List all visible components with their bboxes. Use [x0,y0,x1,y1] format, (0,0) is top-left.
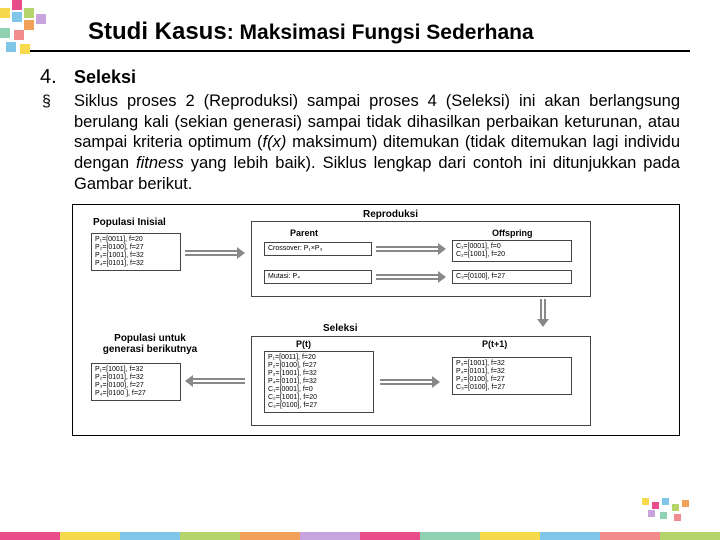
box-crossover: Crossover: P₁×P₃ [264,242,372,256]
deco-bottom-bar [0,532,720,540]
box-pt: P₁=[0011], f=20 P₂=[0100], f=27 P₃=[1001… [264,351,374,413]
title-main: Studi Kasus [88,18,227,45]
row: P₁=[0011], f=20 [95,236,177,244]
row: C₂=[1001], f=20 [456,251,568,259]
row: P₁=[0011], f=20 [268,354,370,362]
label-parent: Parent [290,228,318,238]
row: P₃=[1001], f=32 [268,370,370,378]
label-pop-inisial: Populasi Inisial [93,217,166,228]
box-pop-inisial: P₁=[0011], f=20 P₂=[0100], f=27 P₃=[1001… [91,233,181,271]
title-sub: : Maksimasi Fungsi Sederhana [227,21,534,44]
label-seleksi: Seleksi [323,323,357,334]
item-heading: Seleksi [74,64,136,88]
bullet-symbol: § [40,91,74,111]
label-pop-next: Populasi untuk generasi berikutnya [95,333,205,355]
box-offspring-a: C₁=[0001], f=0 C₂=[1001], f=20 [452,240,572,262]
box-reproduksi: Parent Crossover: P₁×P₃ Mutasi: P₄ Offsp… [251,221,591,297]
box-seleksi: P(t) P₁=[0011], f=20 P₂=[0100], f=27 P₃=… [251,336,591,426]
row: P₂=[0101], f=32 [95,374,177,382]
row: P₃=[1001], f=32 [456,360,568,368]
box-pop-next: P₁=[1001], f=32 P₂=[0101], f=32 P₃=[0100… [91,363,181,401]
diagram: Populasi Inisial P₁=[0011], f=20 P₂=[010… [72,204,680,436]
row: C₁=[0001], f=0 [268,386,370,394]
row: P₃=[1001], f=32 [95,252,177,260]
row: P₂=[0100], f=27 [456,376,568,384]
row: P₁=[1001], f=32 [95,366,177,374]
row: C₂=[1001], f=20 [268,394,370,402]
label-pt: P(t) [296,339,311,349]
row: C₁=[0001], f=0 [456,243,568,251]
row: P₃=[0100], f=27 [95,382,177,390]
label-pt1: P(t+1) [482,339,507,349]
row: P₂=[0100], f=27 [268,362,370,370]
row: P₄=[0101], f=32 [95,260,177,268]
label-offspring: Offspring [492,228,533,238]
box-pt1: P₃=[1001], f=32 P₄=[0101], f=32 P₂=[0100… [452,357,572,395]
row: C₃=[0100], f=27 [268,402,370,410]
row: P₄=[0100 ], f=27 [95,390,177,398]
box-mutasi: Mutasi: P₄ [264,270,372,284]
page-title: Studi Kasus: Maksimasi Fungsi Sederhana [30,0,690,52]
body-text: Siklus proses 2 (Reproduksi) sampai pros… [74,91,680,194]
content: 4. Seleksi § Siklus proses 2 (Reproduksi… [0,52,720,194]
deco-dots [642,498,702,526]
row: C₃=[0100], f=27 [456,384,568,392]
row: P₄=[0101], f=32 [456,368,568,376]
row: P₄=[0101], f=32 [268,378,370,386]
label-reproduksi: Reproduksi [363,209,418,220]
item-number: 4. [40,64,74,89]
box-offspring-b: C₃=[0100], f=27 [452,270,572,284]
row: P₂=[0100], f=27 [95,244,177,252]
